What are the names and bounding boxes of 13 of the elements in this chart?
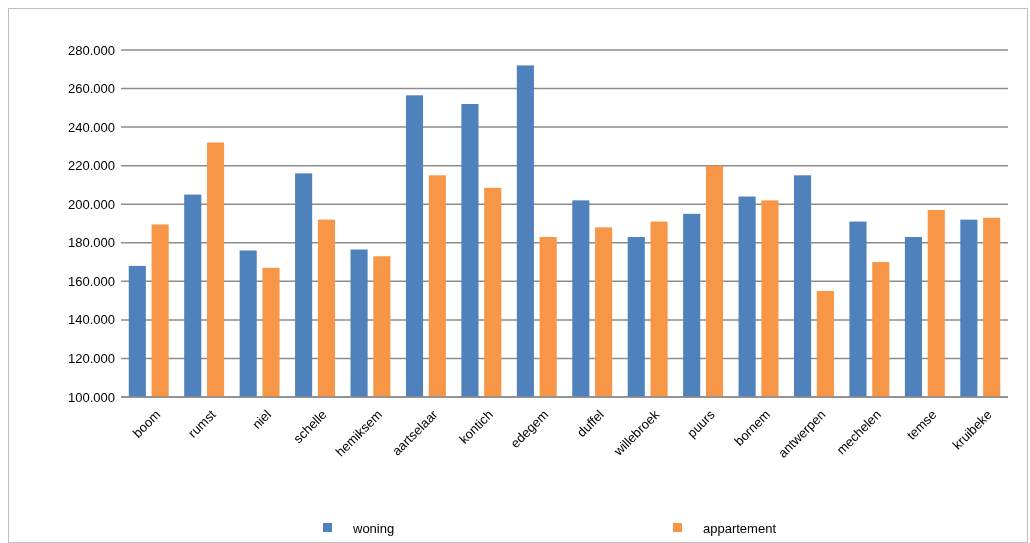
- y-tick-label: 180.000: [68, 235, 115, 251]
- y-tick-label: 220.000: [68, 158, 115, 174]
- y-tick-label: 240.000: [68, 119, 115, 135]
- y-tick-label: 160.000: [68, 273, 115, 289]
- y-tick-label: 100.000: [68, 389, 115, 405]
- y-tick-label: 280.000: [68, 42, 115, 58]
- y-tick-label: 140.000: [68, 312, 115, 328]
- y-tick-label: 200.000: [68, 196, 115, 212]
- y-tick-label: 120.000: [68, 350, 115, 366]
- legend-label: appartement: [703, 520, 777, 536]
- legend-label: woning: [352, 520, 395, 536]
- y-tick-label: 260.000: [68, 81, 115, 97]
- x-tick-label: niel: [249, 406, 275, 432]
